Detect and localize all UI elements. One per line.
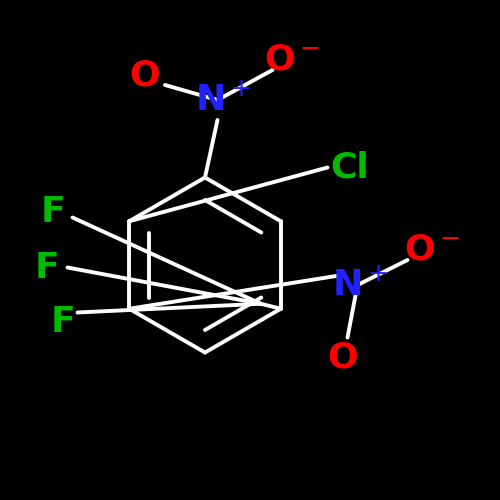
Text: F: F [50,306,75,340]
Text: O: O [130,58,160,92]
Text: O$^-$: O$^-$ [404,233,460,267]
Text: Cl: Cl [330,150,370,184]
Text: N$^+$: N$^+$ [194,82,250,118]
Text: F: F [40,196,65,230]
Text: O$^-$: O$^-$ [264,43,320,77]
Text: F: F [35,250,60,284]
Text: N$^+$: N$^+$ [332,268,388,302]
Text: O: O [327,340,358,374]
